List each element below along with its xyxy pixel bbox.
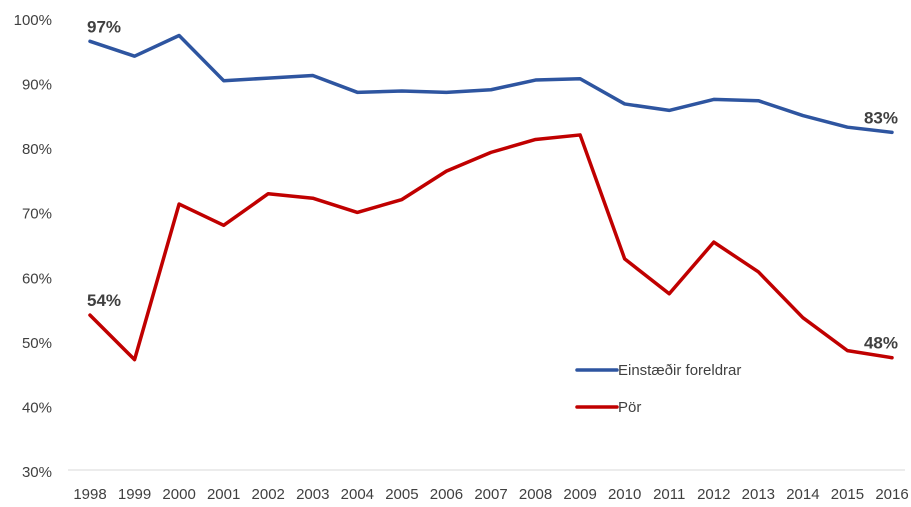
- data-label: 48%: [864, 334, 898, 353]
- y-tick-label: 100%: [14, 12, 52, 29]
- x-tick-label: 2003: [296, 486, 329, 502]
- legend-label-2: Pör: [618, 399, 641, 416]
- x-tick-label: 2013: [742, 486, 775, 502]
- series-line-2: [88, 133, 894, 362]
- legend-label-1: Einstæðir foreldrar: [618, 362, 741, 379]
- x-tick-label: 2009: [563, 486, 596, 502]
- x-tick-label: 2010: [608, 486, 641, 502]
- y-tick-label: 30%: [22, 464, 52, 481]
- x-tick-label: 1998: [73, 486, 106, 502]
- x-tick-label: 2012: [697, 486, 730, 502]
- x-tick-label: 2001: [207, 486, 240, 502]
- x-tick-label: 2000: [162, 486, 195, 502]
- x-tick-label: 2011: [653, 486, 685, 502]
- y-tick-label: 90%: [22, 77, 52, 94]
- x-tick-label: 2004: [341, 486, 374, 502]
- y-tick-label: 80%: [22, 141, 52, 158]
- data-label: 97%: [87, 17, 121, 36]
- data-label: 83%: [864, 108, 898, 127]
- x-tick-label: 2015: [831, 486, 864, 502]
- x-tick-label: 2002: [252, 486, 285, 502]
- x-tick-label: 2008: [519, 486, 552, 502]
- y-tick-label: 70%: [22, 206, 52, 223]
- x-tick-label: 2007: [474, 486, 507, 502]
- x-tick-label: 2016: [875, 486, 908, 502]
- y-tick-label: 60%: [22, 270, 52, 287]
- y-tick-label: 50%: [22, 335, 52, 352]
- x-tick-label: 2005: [385, 486, 418, 502]
- y-tick-label: 40%: [22, 399, 52, 416]
- x-tick-label: 2006: [430, 486, 463, 502]
- series-line-1: [88, 33, 894, 135]
- x-tick-label: 1999: [118, 486, 151, 502]
- x-tick-label: 2014: [786, 486, 819, 502]
- data-label: 54%: [87, 291, 121, 310]
